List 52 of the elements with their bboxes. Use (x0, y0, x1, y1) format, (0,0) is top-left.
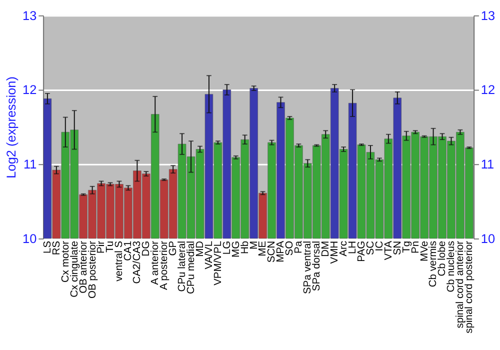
x-tick-label: MVe (419, 240, 430, 262)
x-tick-label: SO (284, 240, 296, 256)
x-tick-label: Pa (294, 240, 305, 254)
x-tick-label: spinal cord anterior (455, 240, 466, 328)
x-tick-label: SN (392, 240, 404, 256)
x-tick-label: SC (365, 240, 376, 256)
y-tick-label: 11 (23, 156, 37, 172)
x-tick-label: ventral S (114, 240, 126, 282)
y-axis-title: Log2 (expression) (4, 76, 19, 178)
x-tick-label: Hb (240, 240, 251, 254)
y-tick-label: 13 (22, 8, 37, 23)
x-tick-label: SCN (266, 240, 278, 263)
y-tick-label: 12 (22, 82, 37, 98)
x-tick-label: MG (230, 240, 242, 258)
y2-tick-label: 10 (480, 230, 496, 246)
x-tick-label: CA1 (123, 240, 134, 261)
y-tick-label: 10 (22, 230, 37, 246)
x-tick-label: spinal cord posterior (464, 240, 476, 334)
x-tick-label: Pir (96, 240, 108, 254)
y2-tick-label: 11 (480, 156, 494, 172)
x-tick-label: Pn (410, 240, 422, 254)
x-tick-label: Cb lobe (437, 240, 448, 276)
x-tick-label: CPu lateral (176, 240, 188, 292)
x-tick-label: LS (42, 240, 54, 254)
x-tick-label: VA/VL (204, 240, 215, 270)
x-tick-label: Cx motor (60, 240, 72, 283)
x-tick-label: Cx cingulate (69, 240, 80, 298)
x-tick-label: Cb nucleus (446, 240, 458, 292)
x-tick-label: CPu medial (186, 240, 197, 294)
x-tick-label: OB anterior (78, 240, 90, 294)
x-tick-label: A posterior (159, 240, 170, 290)
x-tick-label: VTA (383, 240, 394, 260)
x-tick-label: DG (141, 240, 152, 256)
x-tick-label: Tg (401, 240, 412, 253)
x-tick-label: VMH (330, 240, 341, 264)
x-tick-label: SPa dorsal (312, 240, 323, 292)
x-tick-label: RS (51, 240, 62, 256)
x-tick-label: M (248, 240, 260, 250)
x-tick-label: Arc (338, 240, 350, 256)
x-tick-label: VPM/VPL (212, 240, 224, 286)
x-tick-label: Tu (105, 240, 116, 253)
x-tick-label: IC (374, 240, 386, 252)
y2-tick-label: 13 (480, 8, 496, 23)
x-tick-label: DM (320, 240, 332, 257)
x-tick-label: PAG (356, 240, 368, 262)
x-tick-label: LH (347, 240, 358, 254)
y2-tick-label: 12 (480, 82, 496, 98)
x-tick-label: A anterior (150, 240, 162, 285)
x-tick-label: OB posterior (87, 240, 98, 299)
x-tick-label: LG (222, 240, 233, 255)
x-tick-label: GP (168, 240, 180, 256)
x-tick-label: MD (194, 240, 206, 257)
